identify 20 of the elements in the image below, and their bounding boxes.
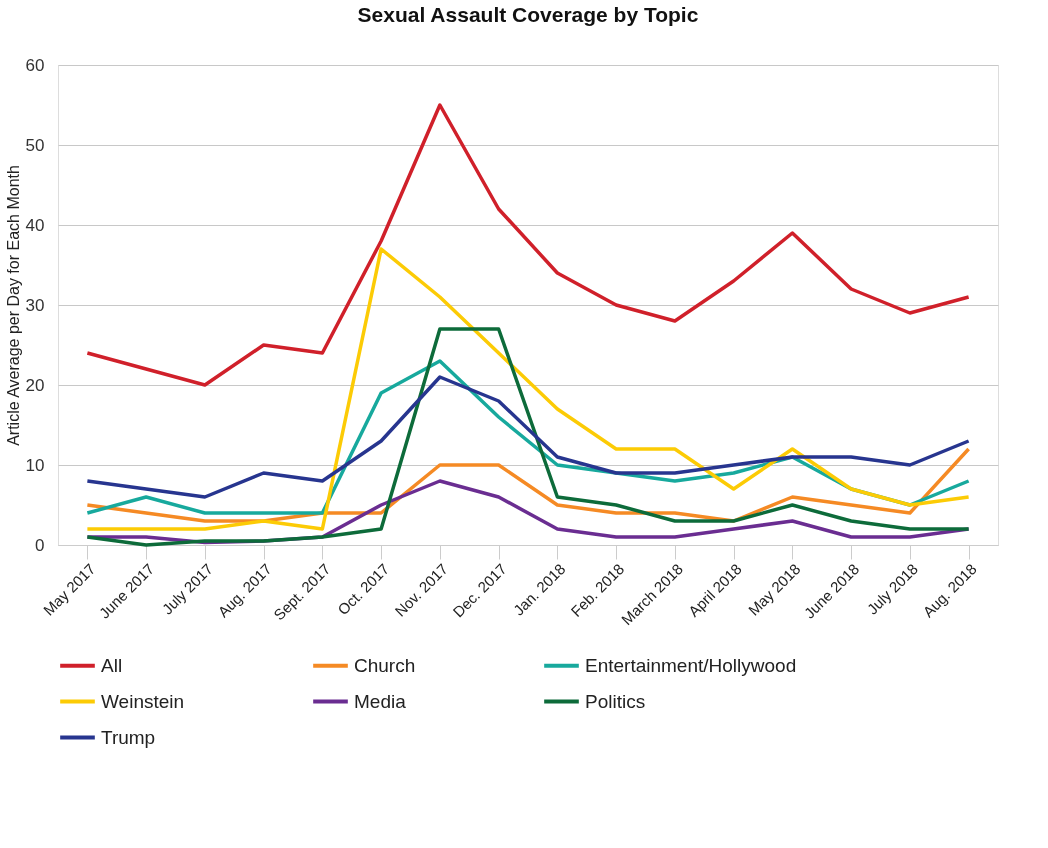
legend-label: Entertainment/Hollywood [585,654,797,676]
y-tick-label: 60 [25,55,45,75]
y-tick-label: 20 [25,375,45,395]
y-tick-label: 30 [25,295,45,315]
legend-label: Weinstein [101,690,185,712]
legend-label: Politics [585,690,646,712]
chart-title: Sexual Assault Coverage by Topic [357,3,699,26]
y-axis-title: Article Average per Day for Each Month [4,165,22,446]
y-tick-label: 50 [25,135,45,155]
line-series [85,103,971,387]
legend-label: Media [354,690,407,712]
legend-label: Church [354,654,416,676]
legend-label: All [101,654,123,676]
y-tick-label: 10 [25,455,45,475]
line-series [85,375,971,499]
y-tick-label: 0 [35,535,45,555]
legend-label: Trump [101,726,156,748]
y-tick-label: 40 [25,215,45,235]
line-series [85,327,971,547]
line-series [85,247,971,531]
